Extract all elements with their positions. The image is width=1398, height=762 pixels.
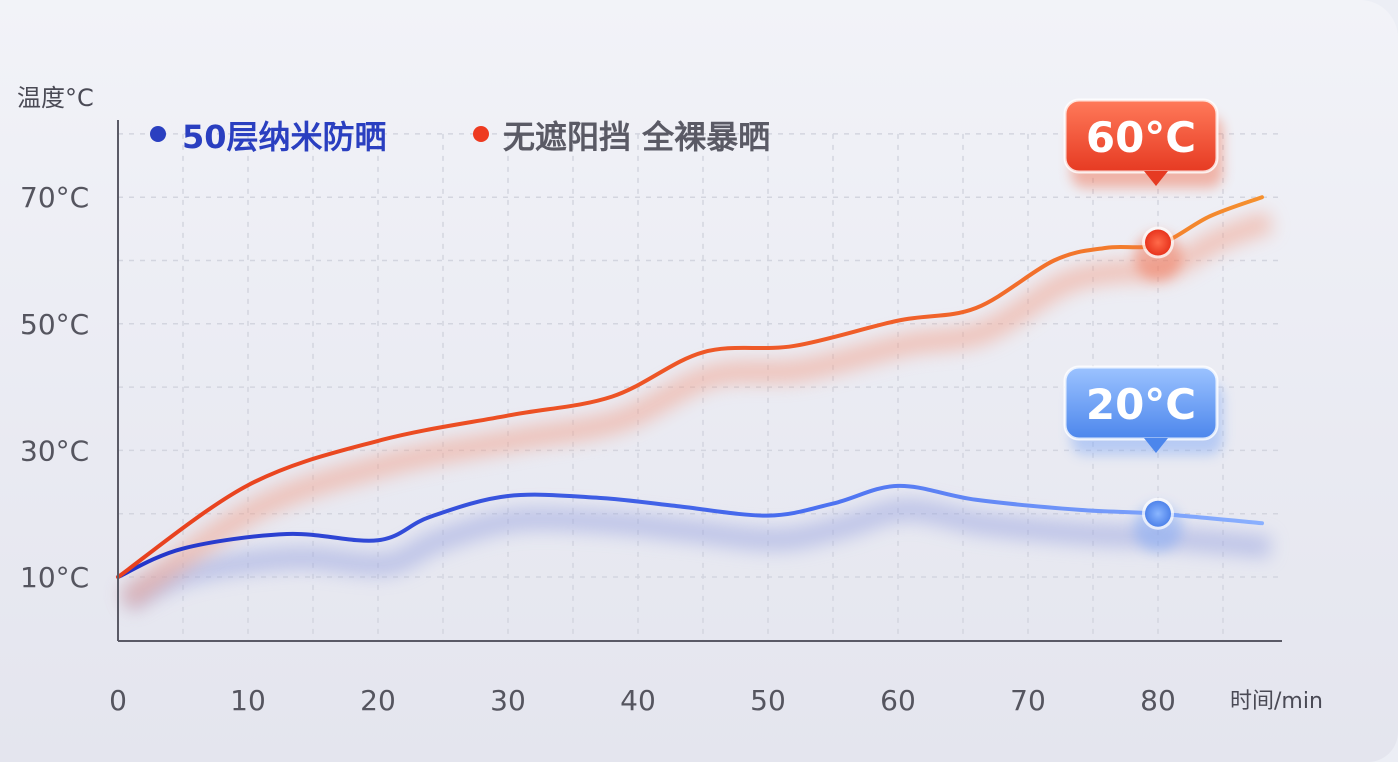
x-tick-label: 70 <box>1010 684 1046 717</box>
callout-box <box>1063 98 1219 174</box>
series-shadow <box>119 210 1274 610</box>
callout-dot <box>1145 500 1171 527</box>
x-tick-labels: 0 10 20 30 40 50 60 70 80 <box>109 684 1176 717</box>
callout-label: 20°C <box>1086 380 1196 429</box>
x-tick-label: 10 <box>230 684 266 717</box>
callout-nano: 20°C <box>1063 365 1223 552</box>
callout-box <box>1063 365 1219 441</box>
legend-label-blue: 50层纳米防晒 <box>182 118 387 156</box>
legend-dot-red <box>473 126 489 142</box>
y-axis-title: 温度°C <box>17 84 94 112</box>
x-tick-label: 20 <box>360 684 396 717</box>
x-tick-label: 80 <box>1140 684 1176 717</box>
legend-label-red: 无遮阳挡 全裸暴晒 <box>503 118 770 156</box>
x-axis-title: 时间/min <box>1230 689 1323 714</box>
series-line-exposed <box>116 195 1264 579</box>
series-lines <box>116 195 1264 579</box>
line-shadows <box>119 210 1274 612</box>
x-tick-label: 50 <box>750 684 786 717</box>
series-line-nano <box>116 483 1264 579</box>
x-tick-label: 60 <box>880 684 916 717</box>
y-tick-label: 50°C <box>20 308 89 341</box>
callout-label: 60°C <box>1086 113 1196 162</box>
legend-dot-blue <box>150 126 166 142</box>
x-tick-label: 0 <box>109 684 127 717</box>
y-tick-label: 30°C <box>20 434 89 467</box>
callout-exposed: 60°C <box>1063 98 1223 281</box>
x-tick-label: 30 <box>490 684 526 717</box>
y-tick-label: 70°C <box>20 181 89 214</box>
y-tick-labels: 10°C 30°C 50°C 70°C <box>20 181 89 594</box>
x-tick-label: 40 <box>620 684 656 717</box>
callout-pointer <box>1144 438 1168 453</box>
callouts: 20°C 60°C <box>1063 98 1223 552</box>
callout-dot <box>1145 229 1171 256</box>
y-tick-label: 10°C <box>20 561 89 594</box>
series-shadow <box>121 498 1272 612</box>
callout-pointer <box>1144 171 1168 186</box>
legend: 50层纳米防晒 无遮阳挡 全裸暴晒 <box>150 118 770 156</box>
